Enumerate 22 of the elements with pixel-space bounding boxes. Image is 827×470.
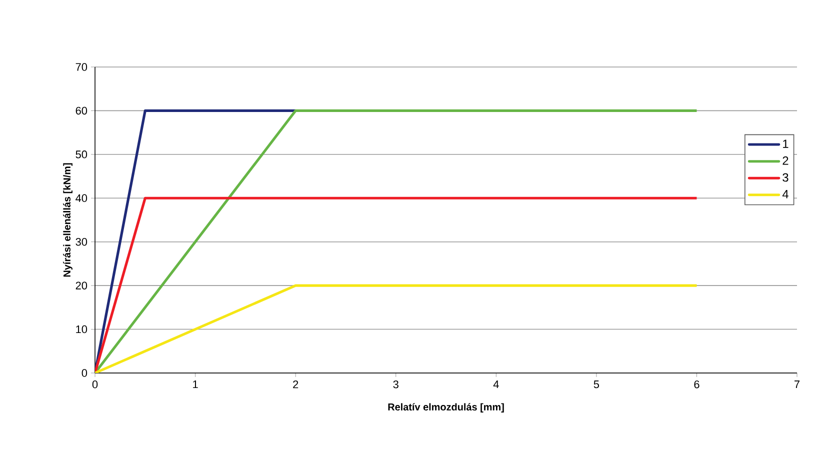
- x-axis-title: Relatív elmozdulás [mm]: [388, 403, 504, 412]
- legend-label: 3: [782, 173, 788, 182]
- y-tick-label: 0: [82, 369, 88, 377]
- y-axis-title: Nyírási ellenállás [kN/m]: [63, 163, 72, 277]
- x-tick-label: 7: [794, 380, 800, 388]
- x-tick-label: 3: [393, 380, 398, 388]
- legend-label: 1: [783, 140, 788, 148]
- y-tick-label: 70: [76, 63, 88, 71]
- y-tick-label: 40: [76, 194, 88, 202]
- y-tick-label: 60: [76, 106, 88, 115]
- x-tick-label: 1: [193, 380, 198, 388]
- x-tick-label: 4: [493, 380, 499, 388]
- y-tick-label: 30: [76, 238, 88, 246]
- y-tick-label: 50: [76, 150, 88, 158]
- x-tick-label: 5: [594, 380, 600, 388]
- legend-label: 4: [782, 190, 788, 198]
- legend-label: 2: [782, 156, 788, 165]
- x-tick-label: 0: [92, 380, 98, 388]
- x-tick-label: 2: [293, 380, 298, 388]
- y-tick-label: 20: [76, 282, 88, 290]
- x-tick-label: 6: [694, 380, 700, 388]
- y-tick-label: 10: [76, 325, 88, 334]
